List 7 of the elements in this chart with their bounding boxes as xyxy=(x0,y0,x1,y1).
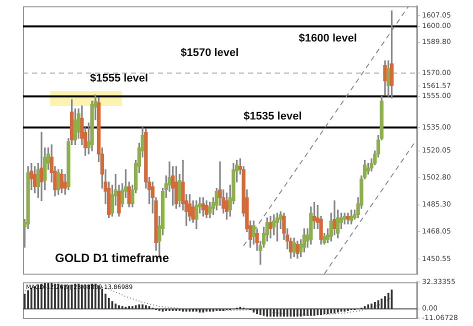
line-series xyxy=(24,284,392,316)
ref-line-label: $1555 level xyxy=(90,72,148,84)
ref-line-label: $1600 level xyxy=(298,32,357,44)
ref-line-label: $1535 level xyxy=(244,110,302,123)
ref-line-label: $1570 level xyxy=(180,47,239,60)
candlestick xyxy=(40,132,44,202)
text: GOLD D1 timeframe xyxy=(55,251,170,266)
